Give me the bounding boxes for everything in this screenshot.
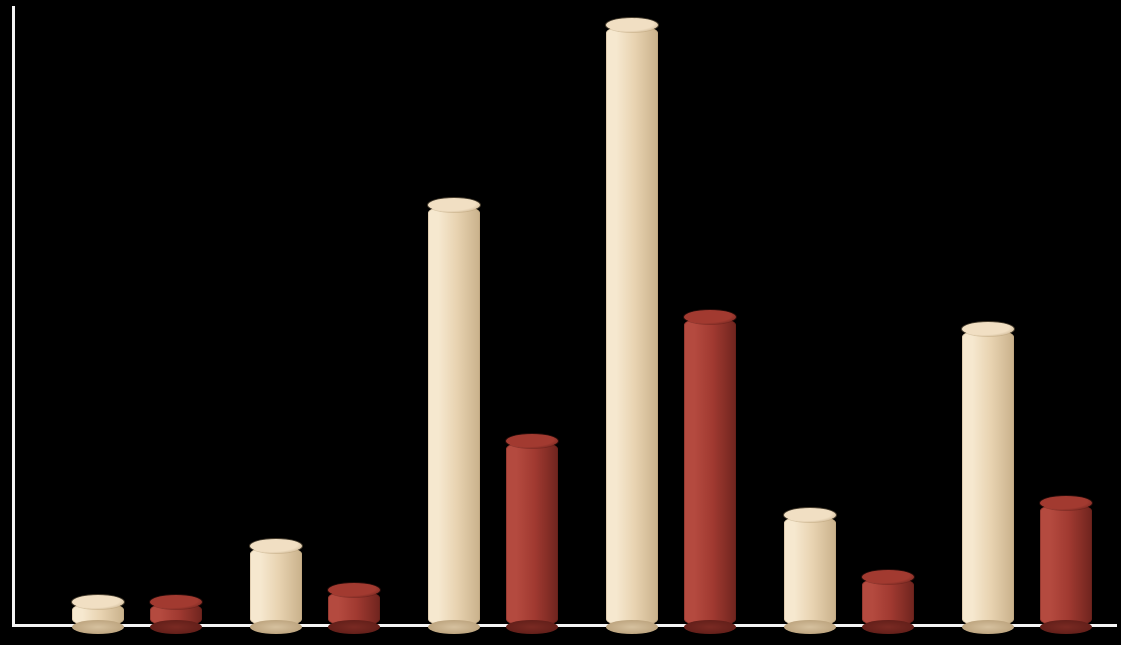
category-label: c4 bbox=[606, 634, 736, 645]
chart-frame: c1 c2 c3 c4 c5 c6 bbox=[0, 0, 1121, 645]
bar-top-cap bbox=[328, 583, 380, 597]
bar-bottom-cap bbox=[684, 620, 736, 634]
bar-series-a-c1 bbox=[72, 602, 124, 627]
bar-top-cap bbox=[1040, 496, 1092, 510]
bar-series-b-c2 bbox=[328, 590, 380, 627]
plot-area: c1c2c3c4c5c6 bbox=[12, 6, 1117, 627]
bar-body bbox=[506, 441, 558, 627]
bar-series-a-c2 bbox=[250, 546, 302, 627]
bar-bottom-cap bbox=[428, 620, 480, 634]
bar-bottom-cap bbox=[606, 620, 658, 634]
bar-body bbox=[250, 546, 302, 627]
bar-bottom-cap bbox=[328, 620, 380, 634]
category-label: c1 bbox=[72, 634, 202, 645]
bar-top-cap bbox=[428, 198, 480, 212]
bar-series-a-c5 bbox=[784, 515, 836, 627]
bar-series-a-c4 bbox=[606, 25, 658, 627]
bar-body bbox=[784, 515, 836, 627]
category-label: c2 bbox=[250, 634, 380, 645]
bar-series-b-c6 bbox=[1040, 503, 1092, 627]
bar-bottom-cap bbox=[1040, 620, 1092, 634]
bar-bottom-cap bbox=[72, 620, 124, 634]
bar-series-b-c3 bbox=[506, 441, 558, 627]
bar-top-cap bbox=[962, 322, 1014, 336]
category-label: c6 bbox=[962, 634, 1092, 645]
bar-series-a-c6 bbox=[962, 329, 1014, 627]
bar-body bbox=[1040, 503, 1092, 627]
bar-series-b-c1 bbox=[150, 602, 202, 627]
bar-body bbox=[606, 25, 658, 627]
bar-bottom-cap bbox=[784, 620, 836, 634]
bar-bottom-cap bbox=[506, 620, 558, 634]
bar-top-cap bbox=[506, 434, 558, 448]
bar-bottom-cap bbox=[862, 620, 914, 634]
bar-body bbox=[428, 205, 480, 627]
bar-top-cap bbox=[684, 310, 736, 324]
bar-bottom-cap bbox=[250, 620, 302, 634]
bar-body bbox=[684, 317, 736, 628]
bar-series-b-c5 bbox=[862, 577, 914, 627]
bar-bottom-cap bbox=[962, 620, 1014, 634]
bar-body bbox=[962, 329, 1014, 627]
category-label: c3 bbox=[428, 634, 558, 645]
category-label: c5 bbox=[784, 634, 914, 645]
bar-series-a-c3 bbox=[428, 205, 480, 627]
bar-bottom-cap bbox=[150, 620, 202, 634]
bar-series-b-c4 bbox=[684, 317, 736, 628]
bar-top-cap bbox=[606, 18, 658, 32]
